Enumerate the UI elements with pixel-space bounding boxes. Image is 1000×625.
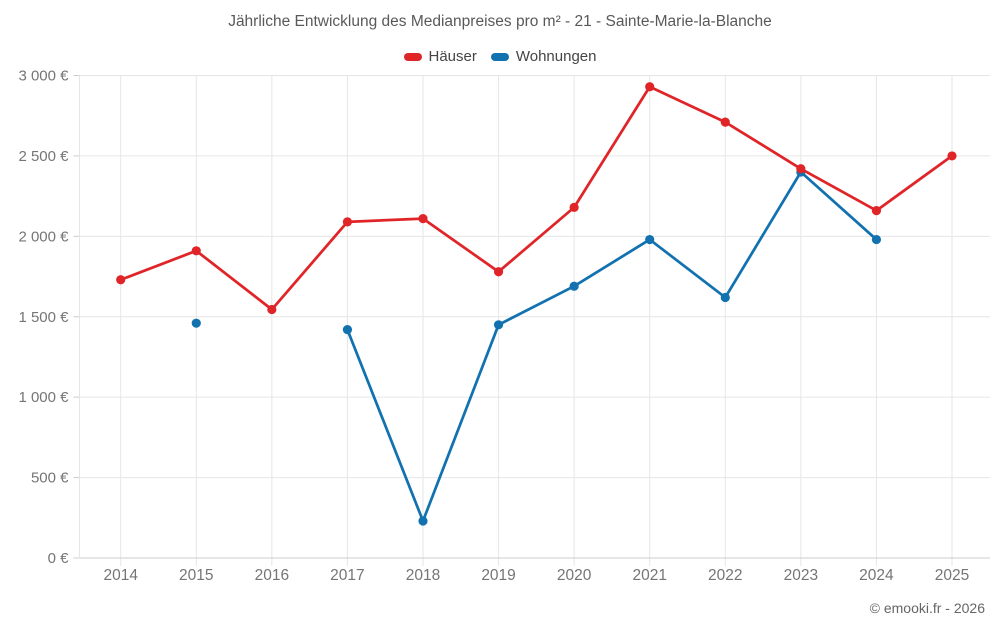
data-point[interactable]	[569, 281, 579, 291]
data-point[interactable]	[871, 206, 882, 216]
data-point[interactable]	[267, 304, 277, 315]
y-tick-label: 1 500 €	[18, 309, 69, 326]
y-tick-label: 1 000 €	[18, 389, 69, 406]
legend-item-haeuser[interactable]: Häuser	[403, 48, 477, 65]
data-point[interactable]	[645, 234, 655, 245]
data-point[interactable]	[418, 214, 428, 224]
x-tick-label: 2023	[784, 567, 818, 584]
series-line	[119, 85, 954, 311]
x-tick-label: 2019	[481, 567, 515, 584]
data-point[interactable]	[418, 516, 428, 526]
x-tick-label: 2014	[103, 567, 138, 584]
y-tick-label: 2 500 €	[18, 148, 69, 165]
chart-legend: Häuser Wohnungen	[0, 48, 1000, 65]
x-tick-label: 2021	[632, 567, 666, 584]
data-point[interactable]	[796, 164, 806, 174]
y-tick-label: 0 €	[48, 550, 70, 567]
data-point[interactable]	[342, 217, 353, 227]
y-tick-label: 500 €	[31, 470, 69, 487]
x-tick-label: 2015	[179, 567, 213, 584]
data-point[interactable]	[720, 292, 730, 303]
x-tick-label: 2024	[859, 567, 894, 584]
x-tick-label: 2016	[255, 567, 289, 584]
data-point[interactable]	[191, 318, 201, 328]
haeuser-series-swatch-icon	[403, 52, 422, 61]
data-point[interactable]	[493, 267, 504, 277]
data-point[interactable]	[569, 202, 579, 212]
x-tick-label: 2022	[708, 567, 742, 584]
chart-title: Jährliche Entwicklung des Medianpreises …	[228, 13, 772, 30]
x-tick-label: 2018	[406, 567, 440, 584]
y-tick-label: 3 000 €	[18, 68, 69, 85]
series-line	[346, 170, 878, 523]
data-point[interactable]	[116, 275, 126, 285]
data-point[interactable]	[493, 320, 504, 330]
data-point[interactable]	[947, 151, 957, 161]
data-point[interactable]	[191, 246, 201, 256]
legend-label-wohnungen: Wohnungen	[515, 48, 597, 65]
x-tick-label: 2017	[330, 567, 364, 584]
data-point[interactable]	[871, 234, 882, 245]
data-point[interactable]	[645, 82, 655, 92]
copyright-watermark: © emooki.fr - 2026	[869, 600, 985, 616]
legend-item-wohnungen[interactable]: Wohnungen	[490, 48, 597, 65]
y-tick-label: 2 000 €	[18, 228, 69, 245]
data-point[interactable]	[720, 117, 730, 127]
x-tick-label: 2020	[557, 567, 592, 584]
legend-label-haeuser: Häuser	[428, 48, 477, 65]
x-tick-label: 2025	[935, 567, 969, 584]
wohnungen-series-swatch-icon	[490, 52, 509, 61]
data-point[interactable]	[342, 325, 353, 335]
